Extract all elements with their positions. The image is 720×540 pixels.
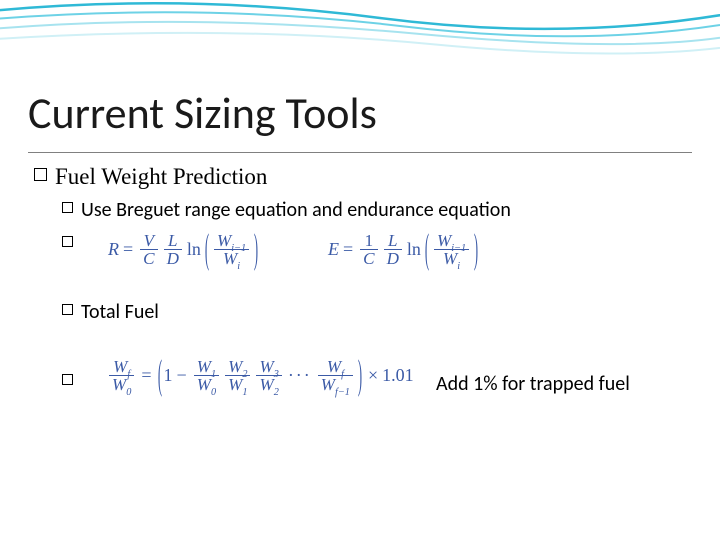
bullet-total-fuel: Total Fuel — [62, 300, 159, 324]
decorative-waves — [0, 0, 720, 80]
bullet-text: Fuel Weight Prediction — [55, 164, 267, 190]
bullet-fuel-weight: Fuel Weight Prediction — [34, 164, 267, 190]
square-bullet-icon — [62, 202, 73, 213]
square-bullet-icon — [62, 304, 73, 315]
bullet-empty-2 — [62, 370, 81, 381]
square-bullet-icon — [62, 374, 73, 385]
title-underline — [28, 152, 692, 153]
bullet-text: Use Breguet range equation and endurance… — [81, 198, 511, 222]
endurance-equation: E= 1C LD ln ( Wi−1 Wi ) — [328, 232, 480, 268]
bullet-empty-1 — [62, 232, 81, 243]
total-fuel-equation: Wf W0 = ( 1− W1 W0 W2 W1 W3 W2 ··· Wf Wf… — [106, 358, 414, 394]
trapped-fuel-note: Add 1% for trapped fuel — [436, 372, 630, 396]
bullet-text: Total Fuel — [81, 300, 159, 324]
square-bullet-icon — [34, 168, 47, 181]
square-bullet-icon — [62, 236, 73, 247]
slide-title: Current Sizing Tools — [28, 86, 377, 140]
range-equation: R= VC LD ln ( Wi−1 Wi ) — [108, 232, 260, 268]
bullet-use-breguet: Use Breguet range equation and endurance… — [62, 198, 511, 222]
